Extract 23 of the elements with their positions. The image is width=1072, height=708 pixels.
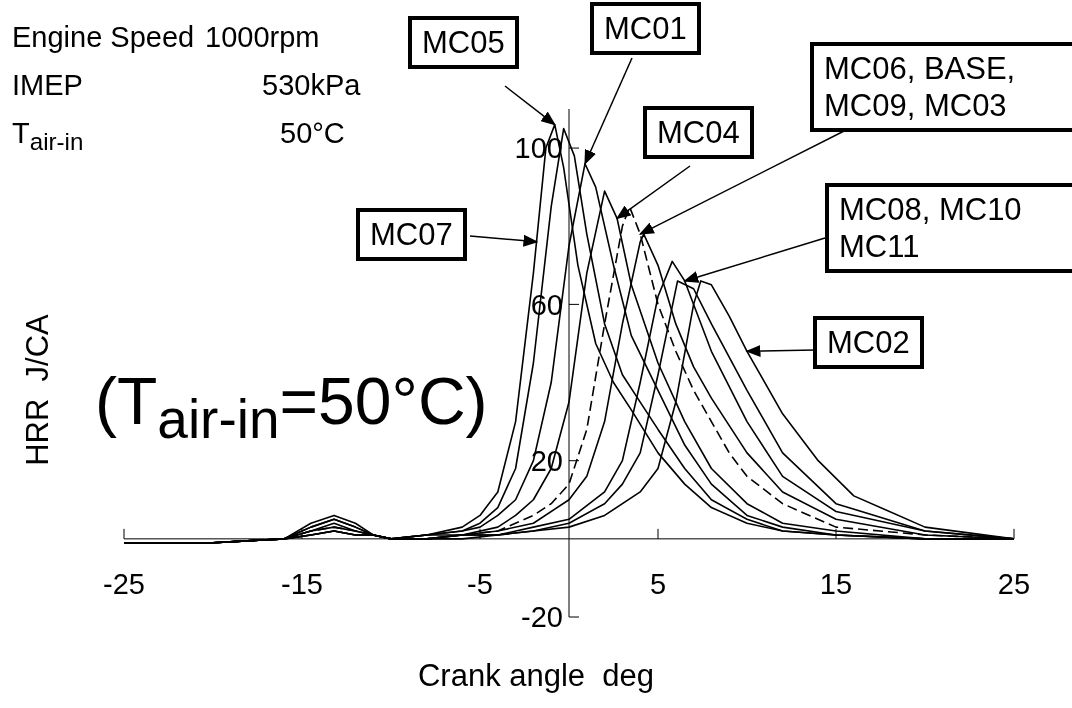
- text: T$_{air-in}$: [12, 116, 85, 156]
- annotation: 50°C: [280, 116, 346, 151]
- y-tick-label: -20: [521, 601, 563, 634]
- annotation: MC05: [408, 16, 519, 70]
- x-tick-label: -15: [281, 567, 323, 600]
- x-tick-label: 15: [819, 567, 853, 600]
- text: 1000rpm: [205, 20, 321, 55]
- annotation: MC01: [590, 2, 701, 56]
- annotation: MC04: [643, 106, 754, 160]
- annotation: MC02: [813, 316, 924, 370]
- x-tick-label: 25: [997, 567, 1031, 600]
- annotation: MC06, BASE, MC09, MC03: [810, 42, 1072, 133]
- text: Engine Speed: [12, 21, 195, 53]
- x-tick-label: -25: [103, 567, 145, 600]
- text: 530kPa: [262, 68, 362, 103]
- x-axis-title: Crank angle deg: [416, 658, 656, 694]
- annotation: (T$_{air-in}$=50°C): [95, 363, 489, 453]
- y-axis-title: HRR J/CA: [20, 314, 56, 466]
- x-tick-label: -5: [467, 567, 493, 600]
- annotation: MC07: [356, 208, 467, 262]
- annotation: MC08, MC10 MC11: [825, 183, 1072, 274]
- x-tick-label: 5: [649, 567, 667, 600]
- text: IMEP: [12, 68, 84, 103]
